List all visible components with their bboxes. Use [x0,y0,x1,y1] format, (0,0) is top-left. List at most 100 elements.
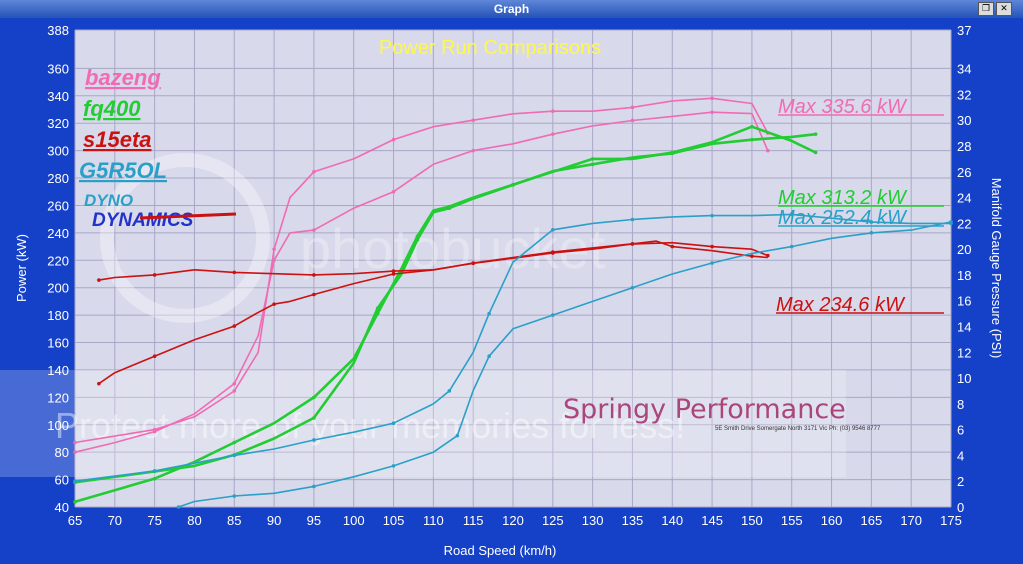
data-point-bazeng-power [391,189,396,194]
x-tick-label: 175 [940,513,962,528]
y2-tick-label: 14 [957,320,971,335]
data-point-s15eta-boost [630,242,635,246]
series-line-s15eta-boost [98,241,769,281]
y-tick-label: 100 [47,418,69,433]
y2-tick-label: 22 [957,216,971,231]
y-tick-label: 160 [47,336,69,351]
x-axis-label: Road Speed (km/h) [444,543,557,558]
chart-frame: Protect more of your memories for less! … [0,18,1023,564]
data-point-g5r5ol-boost [312,438,316,442]
svg-text:DYNAMICS: DYNAMICS [92,210,194,231]
legend-s15eta: s15eta [83,127,152,152]
data-point-s15eta-boost [232,270,237,275]
y-tick-label: 200 [47,281,69,296]
x-tick-label: 120 [502,513,524,528]
data-point-bazeng-power [73,450,77,454]
data-point-s15eta-boost [710,244,714,249]
close-button[interactable]: ✕ [996,2,1012,16]
max-bazeng-label: Max 335.6 kW [778,96,908,118]
y2-tick-label: 12 [957,345,971,360]
x-tick-label: 105 [383,513,405,528]
x-tick-label: 160 [821,513,843,528]
data-point-s15eta-power [97,381,101,386]
data-point-fq400-boost [511,182,515,187]
data-point-fq400-boost [447,204,452,209]
y2-tick-label: 10 [957,371,971,386]
power-run-chart: Protect more of your memories for less! … [0,23,1004,558]
dyno-dynamics-logo: DYNO DYNAMICS [84,191,237,231]
x-tick-label: 130 [582,513,604,528]
max-fq400-label: Max 313.2 kW [778,187,908,209]
data-point-bazeng-boost [630,105,635,110]
data-point-bazeng-power [312,228,316,232]
data-point-g5r5ol-power [487,354,491,359]
x-tick-label: 135 [622,513,644,528]
y-tick-label: 280 [47,171,69,186]
y2-tick-label: 18 [957,268,971,283]
y-tick-label: 60 [55,473,69,488]
y-axis-label: Power (kW) [14,234,29,302]
data-point-bazeng-boost [272,247,276,251]
y2-tick-label: 34 [957,62,971,77]
y2-tick-label: 26 [957,165,971,180]
x-tick-label: 95 [307,513,321,528]
x-tick-label: 145 [701,513,723,528]
y-ticks: 40 60 80 100 120 140 160 180 200 220 240 260 280 300 3… [47,23,69,515]
x-ticks: 65 70 75 80 85 90 95 100 105 110 115 120 125 130 135 14… [68,513,962,528]
data-point-fq400-boost [670,150,675,155]
y2-tick-label: 37 [957,23,971,38]
data-point-g5r5ol-boost [232,453,237,458]
data-point-s15eta-boost [391,269,396,273]
legend-g5r5ol: G5R5OL [79,158,167,183]
data-point-s15eta-boost [766,253,770,258]
x-tick-label: 65 [68,513,82,528]
data-point-g5r5ol-power [710,261,714,265]
y-tick-label: 140 [47,363,69,378]
y-tick-label: 340 [47,89,69,104]
watermark: Protect more of your memories for less! … [0,153,881,477]
y2-tick-label: 6 [957,423,964,438]
data-point-s15eta-boost [152,273,157,277]
y-tick-label: 180 [47,308,69,323]
max-g5r5ol-label: Max 252.4 kW [778,207,908,229]
y-tick-label: 80 [55,445,69,460]
data-point-g5r5ol-boost [447,389,452,393]
data-point-bazeng-power [232,381,237,386]
restore-button[interactable]: ❐ [978,2,994,16]
window-title: Graph [493,2,530,16]
y-tick-label: 220 [47,253,69,268]
data-point-g5r5ol-boost [73,479,77,484]
data-point-fq400-boost [73,500,77,504]
data-point-g5r5ol-boost [710,213,714,218]
data-point-fq400-boost [152,476,157,481]
y2-tick-label: 30 [957,113,971,128]
svg-text:DYNO: DYNO [84,191,133,210]
data-point-g5r5ol-power [312,484,316,489]
data-point-s15eta-power [272,302,276,306]
series-line-fq400-boost [74,125,817,504]
series-group [73,96,953,509]
data-point-s15eta-boost [312,273,316,277]
data-point-bazeng-boost [391,137,396,142]
springy-address: 5E Smith Drive Somergate North 3171 Vic … [715,426,881,432]
data-point-s15eta-power [391,272,396,276]
x-tick-label: 165 [861,513,883,528]
data-point-fq400-boost [813,150,818,155]
data-point-bazeng-boost [551,109,555,114]
x-tick-label: 70 [108,513,122,528]
springy-performance-logo: Springy Performance [563,394,846,425]
data-point-g5r5ol-power [232,494,237,498]
data-point-fq400-power [750,137,754,142]
data-point-fq400-power [312,416,316,420]
data-point-bazeng-boost [152,427,157,432]
legend: bazeng fq400 s15eta G5R5OL DYNO DYNAMICS [79,65,237,231]
data-point-s15eta-power [232,324,237,328]
y2-tick-label: 4 [957,448,964,463]
data-point-g5r5ol-power [176,505,181,509]
data-point-g5r5ol-boost [869,220,874,224]
data-point-s15eta-boost [551,251,555,255]
y2-tick-label: 24 [957,191,971,206]
y-tick-label: 320 [47,116,69,131]
x-tick-label: 125 [542,513,564,528]
